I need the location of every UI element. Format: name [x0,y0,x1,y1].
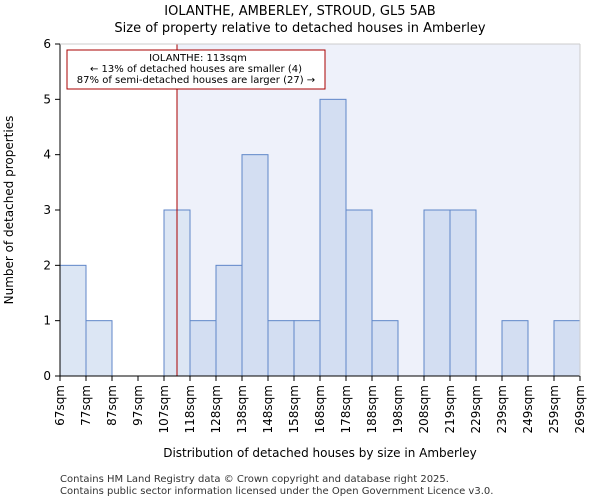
x-tick-label: 158sqm [287,385,301,433]
x-tick-label: 208sqm [417,385,431,433]
bar-208sqm [423,209,451,377]
y-axis-label: Number of detached properties [2,116,16,305]
x-tick-label: 188sqm [365,385,379,433]
y-tick-label: 0 [43,369,51,383]
bar-219sqm [449,209,477,377]
bar-239sqm [501,320,529,377]
bar-77sqm [85,320,113,377]
annotation-line-2: ← 13% of detached houses are smaller (4) [90,64,302,75]
y-tick-label: 3 [43,203,51,217]
bar-148sqm [267,320,295,377]
y-tick-label: 5 [43,92,51,106]
annotation-box: IOLANTHE: 113sqm ← 13% of detached house… [66,49,326,90]
x-tick-label: 269sqm [573,385,587,433]
bar-128sqm [215,264,243,377]
x-tick-label: 77sqm [79,385,93,426]
x-tick-label: 148sqm [261,385,275,433]
y-tick-label: 1 [43,314,51,328]
x-tick-label: 97sqm [131,385,145,426]
chart-title: IOLANTHE, AMBERLEY, STROUD, GL5 5AB [164,4,435,19]
x-tick-label: 168sqm [313,385,327,433]
annotation-line-1: IOLANTHE: 113sqm [149,53,247,64]
bar-158sqm [293,320,321,377]
y-tick-label: 4 [43,148,51,162]
bar-259sqm [553,320,581,377]
annotation-frame [66,49,326,90]
x-tick-label: 128sqm [209,385,223,433]
bar-168sqm [319,98,347,377]
y-tick-label: 2 [43,258,51,272]
x-tick-label: 198sqm [391,385,405,433]
x-tick-label: 87sqm [105,385,119,426]
x-tick-label: 138sqm [235,385,249,433]
bar-138sqm [241,154,269,377]
x-tick-label: 118sqm [183,385,197,433]
bar-118sqm [189,320,217,377]
x-tick-label: 107sqm [157,385,171,433]
x-tick-label: 259sqm [547,385,561,433]
x-tick-label: 229sqm [469,385,483,433]
x-axis-label: Distribution of detached houses by size … [163,446,477,460]
bar-178sqm [345,209,373,377]
bar-67sqm [59,264,87,377]
bar-188sqm [371,320,399,377]
x-tick-label: 219sqm [443,385,457,433]
footer-line-1: Contains HM Land Registry data © Crown c… [60,474,449,485]
y-ticks: 0 1 2 3 4 5 6 [43,37,60,383]
x-ticks: 67sqm 77sqm 87sqm 97sqm 107sqm 118sqm 128sqm 13… [53,376,587,433]
annotation-line-3: 87% of semi-detached houses are larger (… [77,75,315,86]
x-tick-label: 249sqm [521,385,535,433]
footer-line-2: Contains public sector information licen… [60,486,493,497]
x-tick-label: 239sqm [495,385,509,433]
x-tick-label: 67sqm [53,385,67,426]
x-tick-label: 178sqm [339,385,353,433]
y-tick-label: 6 [43,37,51,51]
chart-subtitle: Size of property relative to detached ho… [114,21,486,36]
